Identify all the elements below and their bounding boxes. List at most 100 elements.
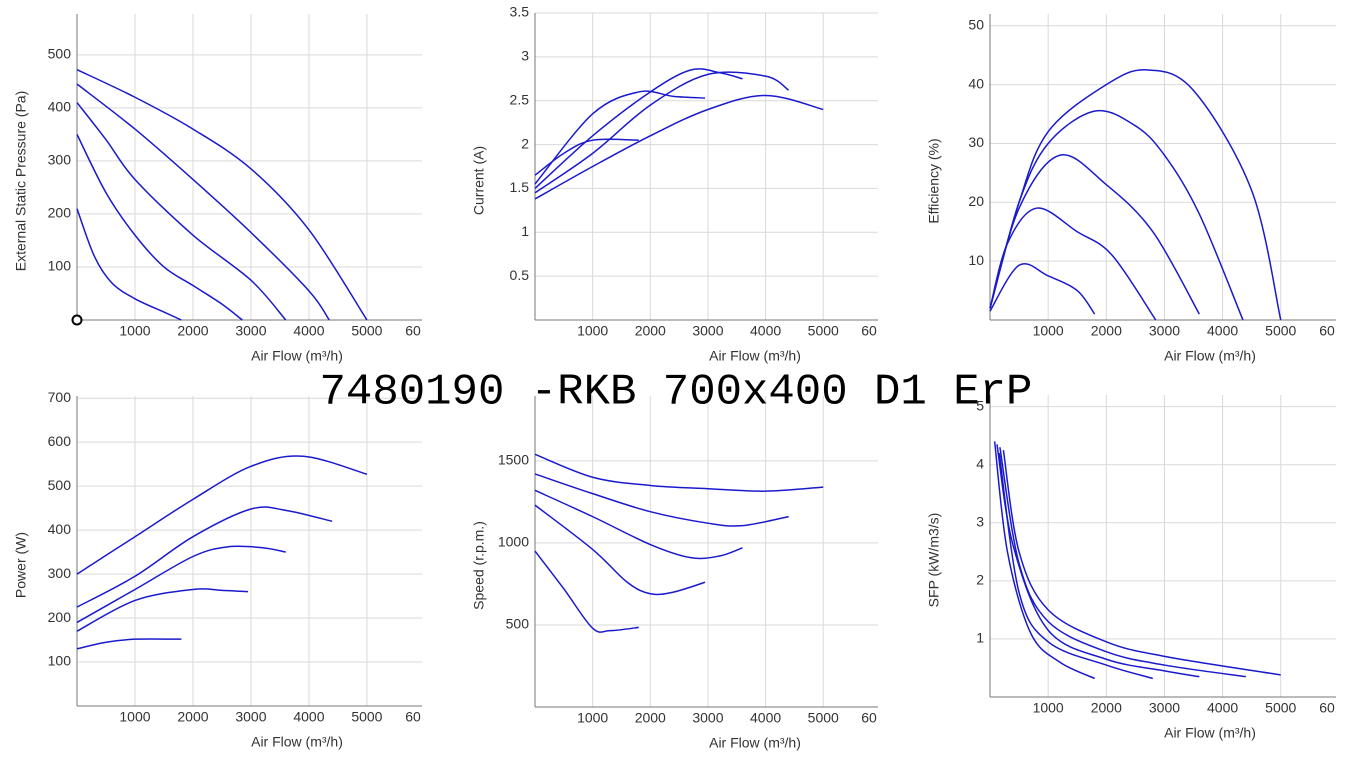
y-tick-label: 1 <box>521 223 529 239</box>
y-tick-label: 0.5 <box>510 267 530 283</box>
y-tick-label: 40 <box>968 75 984 91</box>
x-tick-label: 2000 <box>177 709 208 725</box>
x-tick-label: 5000 <box>351 709 382 725</box>
x-axis-title: Air Flow (m³/h) <box>1164 725 1256 741</box>
x-tick-label: 60 <box>861 323 877 339</box>
x-tick-label: 2000 <box>1091 700 1122 716</box>
y-axis-title: Power (W) <box>13 532 29 598</box>
y-tick-label: 2.5 <box>510 91 530 107</box>
data-line <box>76 588 249 632</box>
x-axis-title: Air Flow (m³/h) <box>251 734 343 750</box>
x-tick-label: 1000 <box>119 323 150 339</box>
x-tick-label: 60 <box>1319 700 1335 716</box>
chart: 1 2 3 4 5 1000 2000 3000 4000 5000 60 Air Flow (m³/… <box>926 395 1336 741</box>
x-tick-label: 4000 <box>750 323 781 339</box>
data-line <box>534 504 706 596</box>
data-line <box>76 638 182 650</box>
x-axis-title: Air Flow (m³/h) <box>251 348 343 364</box>
data-line <box>999 447 1246 678</box>
data-line <box>996 444 1200 678</box>
x-tick-label: 60 <box>861 710 877 726</box>
data-line <box>76 208 182 321</box>
data-line <box>989 207 1157 321</box>
y-tick-label: 3.5 <box>510 4 530 20</box>
y-tick-label: 30 <box>968 134 984 150</box>
chart: 10 20 30 40 50 1000 2000 3000 4000 5000 60 Air Flow… <box>926 14 1336 364</box>
y-tick-label: 500 <box>506 616 530 632</box>
y-tick-label: 20 <box>968 193 984 209</box>
y-tick-label: 5 <box>976 397 984 413</box>
y-tick-label: 2 <box>521 135 529 151</box>
y-tick-label: 1 <box>976 630 984 646</box>
x-tick-label: 2000 <box>177 323 208 339</box>
x-tick-label: 5000 <box>808 710 839 726</box>
data-line <box>534 68 743 189</box>
x-axis-title: Air Flow (m³/h) <box>709 348 801 364</box>
x-tick-label: 4000 <box>1207 323 1238 339</box>
x-tick-label: 3000 <box>692 323 723 339</box>
y-tick-label: 600 <box>48 433 72 449</box>
y-tick-label: 3 <box>521 48 529 64</box>
y-tick-label: 300 <box>48 565 72 581</box>
origin-marker <box>71 314 83 326</box>
data-line <box>534 453 824 492</box>
x-tick-label: 3000 <box>1149 323 1180 339</box>
chart: 100 200 300 400 500 1000 2000 3000 4000 5000 60 Air… <box>13 14 422 364</box>
x-tick-label: 4000 <box>293 709 324 725</box>
x-tick-label: 3000 <box>692 710 723 726</box>
y-tick-label: 1500 <box>498 452 529 468</box>
y-tick-label: 1000 <box>498 534 529 550</box>
y-tick-label: 4 <box>976 455 984 471</box>
y-tick-label: 3 <box>976 513 984 529</box>
x-tick-label: 60 <box>405 709 421 725</box>
x-tick-label: 1000 <box>1033 700 1064 716</box>
x-tick-label: 2000 <box>635 323 666 339</box>
x-tick-label: 2000 <box>635 710 666 726</box>
x-tick-label: 5000 <box>808 323 839 339</box>
x-tick-label: 5000 <box>351 323 382 339</box>
y-axis-title: SFP (kW/m3/s) <box>926 513 942 608</box>
x-tick-label: 4000 <box>750 710 781 726</box>
y-tick-label: 100 <box>48 653 72 669</box>
chart: 500 1000 1500 1000 2000 3000 4000 5000 60 Air Flo… <box>471 396 878 751</box>
y-axis-title: Current (A) <box>471 146 487 215</box>
data-line <box>534 138 639 176</box>
data-line <box>534 71 790 194</box>
x-tick-label: 3000 <box>235 709 266 725</box>
data-line <box>1002 450 1281 676</box>
x-tick-label: 1000 <box>1033 323 1064 339</box>
x-tick-label: 5000 <box>1265 323 1296 339</box>
data-line <box>76 455 368 575</box>
x-tick-label: 60 <box>1319 323 1335 339</box>
data-line <box>534 90 706 185</box>
data-line <box>76 102 287 321</box>
y-axis-title: Speed (r.p.m.) <box>471 521 487 610</box>
x-tick-label: 4000 <box>293 323 324 339</box>
x-tick-label: 2000 <box>1091 323 1122 339</box>
y-tick-label: 400 <box>48 99 72 115</box>
x-tick-label: 1000 <box>577 323 608 339</box>
data-line <box>76 69 368 321</box>
x-tick-label: 3000 <box>235 323 266 339</box>
y-tick-label: 200 <box>48 205 72 221</box>
charts: 100 200 300 400 500 1000 2000 3000 4000 5000 60 Air… <box>13 4 1336 751</box>
chart: 0.5 1 1.5 2 2.5 3 3.5 1000 2000 3000 4000 5000 60 Air… <box>471 4 878 364</box>
data-line <box>76 545 286 624</box>
data-line <box>76 506 333 608</box>
y-tick-label: 50 <box>968 16 984 32</box>
x-tick-label: 4000 <box>1207 700 1238 716</box>
data-line <box>989 154 1200 315</box>
data-line <box>989 263 1096 315</box>
y-tick-label: 1.5 <box>510 179 530 195</box>
y-tick-label: 10 <box>968 252 984 268</box>
y-tick-label: 100 <box>48 258 72 274</box>
data-line <box>993 441 1095 680</box>
data-line <box>534 94 824 200</box>
y-tick-label: 400 <box>48 521 72 537</box>
x-tick-label: 60 <box>405 323 421 339</box>
x-axis-title: Air Flow (m³/h) <box>709 735 801 751</box>
chart: 100 200 300 400 500 600 700 1000 2000 3000 4000 500… <box>13 389 422 750</box>
x-axis-title: Air Flow (m³/h) <box>1164 348 1256 364</box>
y-tick-label: 500 <box>48 477 72 493</box>
